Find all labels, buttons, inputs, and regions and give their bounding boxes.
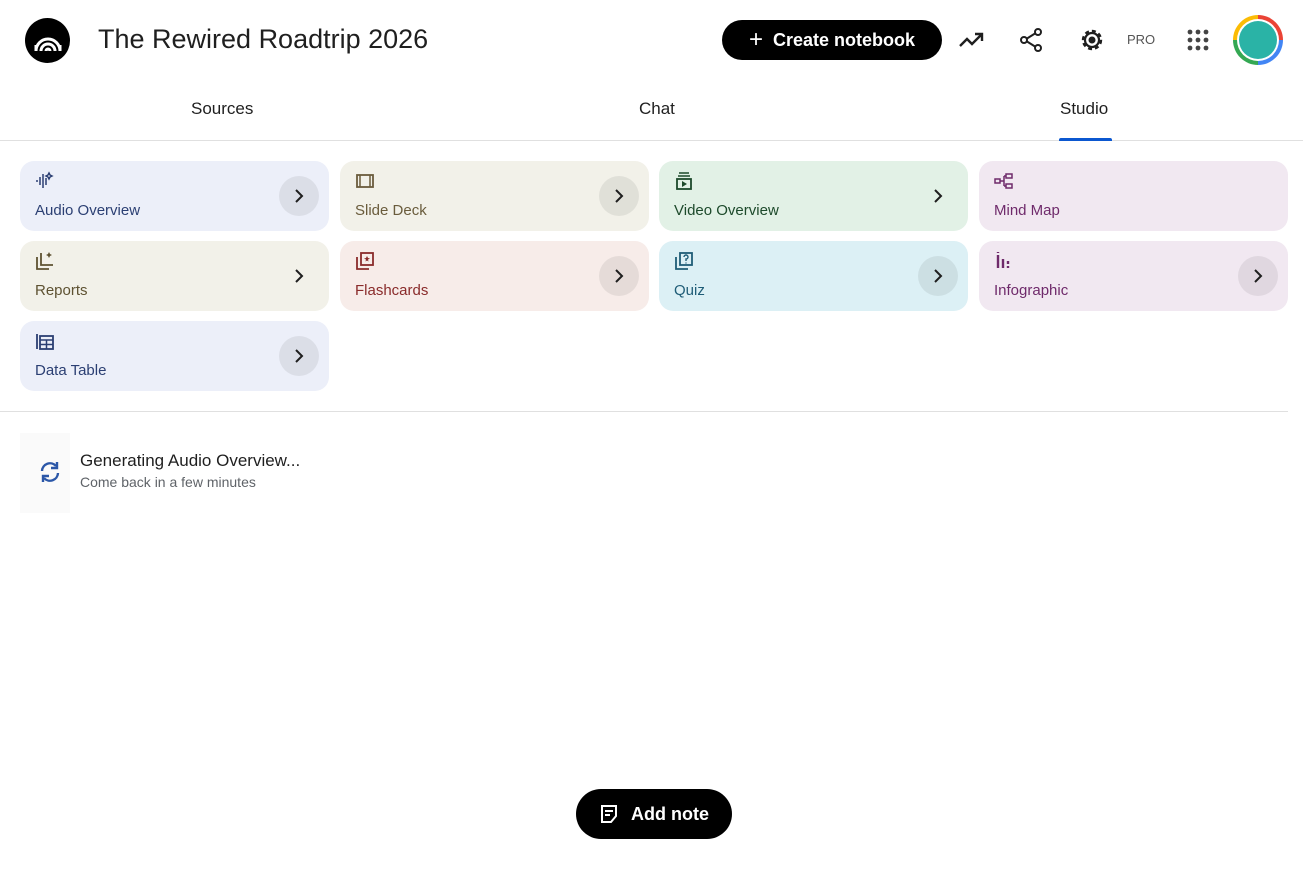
infographic-icon [996,252,1010,268]
tab-divider [0,140,1303,141]
slides-icon [356,174,374,188]
studio-card-quiz[interactable]: Quiz [659,241,968,311]
generating-title: Generating Audio Overview... [80,451,301,470]
studio-card-data-table[interactable]: Data Table [20,321,329,391]
studio-card-label: Infographic [994,282,1069,299]
data-table-icon [36,334,54,350]
pro-badge: PRO [1127,32,1156,47]
studio-card-label: Quiz [674,282,705,299]
generating-subtitle: Come back in a few minutes [80,474,256,490]
share-icon[interactable] [1011,20,1051,60]
sync-icon [38,461,62,488]
chevron-right-icon[interactable] [918,176,958,216]
chevron-right-icon[interactable] [599,256,639,296]
plus-icon: + [748,26,763,53]
generating-item [20,433,70,513]
chevron-right-icon[interactable] [918,256,958,296]
apps-icon[interactable] [1178,20,1218,60]
studio-card-slide-deck[interactable]: Slide Deck [340,161,649,231]
notebook-title[interactable]: The Rewired Roadtrip 2026 [98,24,429,54]
analytics-icon[interactable] [952,20,992,60]
studio-card-flashcards[interactable]: Flashcards [340,241,649,311]
chevron-right-icon[interactable] [599,176,639,216]
section-divider [0,411,1288,412]
studio-card-mind-map[interactable]: Mind Map [979,161,1288,231]
video-icon [676,172,692,190]
studio-card-audio-overview[interactable]: Audio Overview [20,161,329,231]
chevron-right-icon[interactable] [1238,256,1278,296]
create-notebook-button[interactable]: + Create notebook [722,20,942,60]
add-note-button[interactable]: Add note [576,789,732,839]
chevron-right-icon[interactable] [279,256,319,296]
tab-chat[interactable]: Chat [639,99,675,118]
mind-map-icon [994,173,1013,189]
flashcards-icon [356,252,374,270]
chevron-right-icon[interactable] [279,176,319,216]
studio-card-label: Video Overview [674,202,779,219]
audio-sparkle-icon [36,171,54,188]
active-tab-indicator [1059,138,1112,141]
settings-icon[interactable] [1072,20,1112,60]
notebooklm-logo[interactable] [25,18,70,63]
studio-card-label: Flashcards [355,282,429,299]
studio-card-infographic[interactable]: Infographic [979,241,1288,311]
avatar[interactable] [1233,15,1283,65]
quiz-icon [675,252,693,270]
note-icon [601,805,617,823]
chevron-right-icon[interactable] [279,336,319,376]
studio-card-label: Audio Overview [35,202,141,219]
studio-card-label: Mind Map [994,202,1060,219]
tab-sources[interactable]: Sources [191,99,254,118]
studio-card-label: Slide Deck [355,202,427,219]
studio-card-label: Data Table [35,362,107,379]
tab-studio[interactable]: Studio [1060,99,1109,118]
reports-icon [36,252,53,270]
studio-card-label: Reports [35,282,88,299]
studio-card-reports[interactable]: Reports [20,241,329,311]
studio-card-video-overview[interactable]: Video Overview [659,161,968,231]
